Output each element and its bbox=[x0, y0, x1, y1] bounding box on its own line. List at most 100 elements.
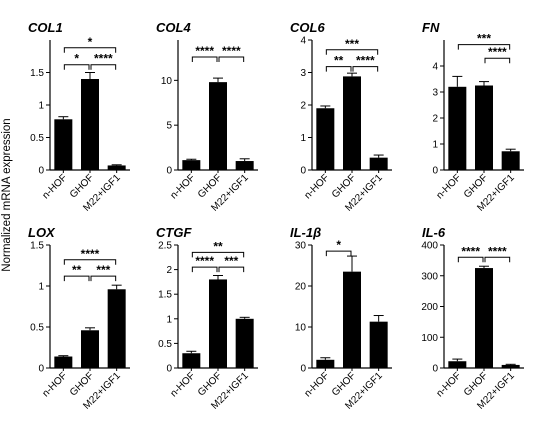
panel-title: IL-6 bbox=[422, 225, 446, 240]
y-tick-label: 0 bbox=[166, 364, 172, 375]
bar bbox=[54, 356, 73, 368]
bar bbox=[182, 353, 201, 368]
significance-bracket bbox=[63, 275, 90, 282]
y-tick-label: 0 bbox=[166, 166, 172, 177]
significance-label: *** bbox=[477, 32, 491, 46]
y-tick-label: 0.5 bbox=[30, 323, 44, 334]
bar bbox=[448, 361, 467, 368]
panel-title: COL6 bbox=[290, 20, 325, 35]
significance-label: ** bbox=[72, 263, 82, 277]
significance-label: * bbox=[74, 52, 79, 66]
y-tick-label: 2.5 bbox=[158, 241, 172, 252]
bar bbox=[235, 161, 254, 170]
x-category-label: n-HOF bbox=[434, 172, 463, 201]
bar bbox=[209, 82, 227, 170]
significance-bracket bbox=[63, 47, 117, 53]
significance-bracket bbox=[325, 250, 352, 257]
y-tick-label: 0 bbox=[300, 364, 306, 375]
significance-label: **** bbox=[488, 45, 507, 59]
y-tick-label: 2 bbox=[432, 114, 438, 125]
significance-bracket bbox=[63, 64, 90, 70]
significance-bracket bbox=[63, 259, 117, 265]
bar bbox=[209, 279, 227, 368]
y-tick-label: 2 bbox=[300, 101, 306, 112]
bar bbox=[81, 79, 99, 170]
bar bbox=[235, 318, 254, 368]
bar bbox=[343, 76, 361, 170]
y-tick-label: 1.5 bbox=[30, 241, 44, 252]
y-tick-label: 1 bbox=[38, 101, 44, 112]
y-tick-label: 0 bbox=[432, 364, 438, 375]
shared-y-axis-label: Normalized mRNA expression bbox=[1, 118, 13, 271]
significance-label: *** bbox=[96, 263, 110, 277]
y-tick-label: 4 bbox=[300, 36, 306, 47]
bar bbox=[343, 271, 361, 368]
significance-label: *** bbox=[345, 37, 359, 51]
y-tick-label: 10 bbox=[161, 76, 173, 87]
y-tick-label: 0.5 bbox=[30, 133, 44, 144]
y-tick-label: 1 bbox=[300, 133, 306, 144]
panel-title: FN bbox=[422, 20, 440, 35]
bar bbox=[501, 151, 520, 170]
y-tick-label: 30 bbox=[295, 241, 307, 252]
significance-label: **** bbox=[461, 244, 480, 258]
y-tick-label: 200 bbox=[421, 302, 438, 313]
y-tick-label: 0 bbox=[38, 364, 44, 375]
y-tick-label: 0 bbox=[38, 166, 44, 177]
significance-bracket bbox=[191, 251, 245, 258]
panel-title: IL-1β bbox=[290, 225, 321, 240]
bar bbox=[316, 108, 335, 170]
significance-bracket bbox=[484, 57, 511, 64]
significance-label: ** bbox=[334, 54, 344, 68]
significance-bracket bbox=[484, 256, 511, 263]
y-tick-label: 20 bbox=[295, 282, 307, 293]
significance-bracket bbox=[325, 49, 379, 55]
y-tick-label: 1 bbox=[38, 282, 44, 293]
bar bbox=[369, 321, 388, 368]
x-category-label: n-HOF bbox=[434, 370, 463, 399]
significance-bracket bbox=[457, 256, 484, 263]
panel-title: LOX bbox=[28, 225, 56, 240]
y-tick-label: 3 bbox=[300, 68, 306, 79]
significance-label: **** bbox=[81, 247, 100, 261]
significance-label: * bbox=[336, 238, 341, 252]
bar bbox=[107, 289, 126, 368]
x-category-label: n-HOF bbox=[40, 172, 69, 201]
y-tick-label: 0 bbox=[432, 166, 438, 177]
bar bbox=[369, 157, 388, 170]
x-category-label: n-HOF bbox=[168, 172, 197, 201]
significance-label: **** bbox=[222, 44, 241, 58]
significance-bracket bbox=[457, 44, 511, 50]
significance-bracket bbox=[90, 64, 117, 70]
significance-label: * bbox=[88, 35, 93, 49]
y-tick-label: 3 bbox=[432, 88, 438, 99]
significance-label: **** bbox=[195, 254, 214, 268]
x-category-label: n-HOF bbox=[302, 370, 331, 399]
significance-bracket bbox=[191, 266, 218, 273]
y-tick-label: 1.5 bbox=[158, 290, 172, 301]
bar bbox=[475, 85, 493, 170]
panel-title: COL4 bbox=[156, 20, 191, 35]
bar bbox=[448, 86, 467, 170]
significance-bracket bbox=[191, 56, 218, 63]
bar bbox=[475, 268, 493, 368]
y-tick-label: 100 bbox=[421, 333, 438, 344]
significance-label: **** bbox=[488, 244, 507, 258]
panel-title: COL1 bbox=[28, 20, 63, 35]
y-tick-label: 400 bbox=[421, 241, 438, 252]
y-tick-label: 5 bbox=[166, 121, 172, 132]
x-category-label: n-HOF bbox=[302, 172, 331, 201]
y-tick-label: 0.5 bbox=[158, 339, 172, 350]
y-tick-label: 2 bbox=[166, 265, 172, 276]
significance-label: **** bbox=[356, 54, 375, 68]
significance-label: *** bbox=[224, 254, 238, 268]
bar bbox=[54, 119, 73, 170]
y-tick-label: 1.5 bbox=[30, 68, 44, 79]
